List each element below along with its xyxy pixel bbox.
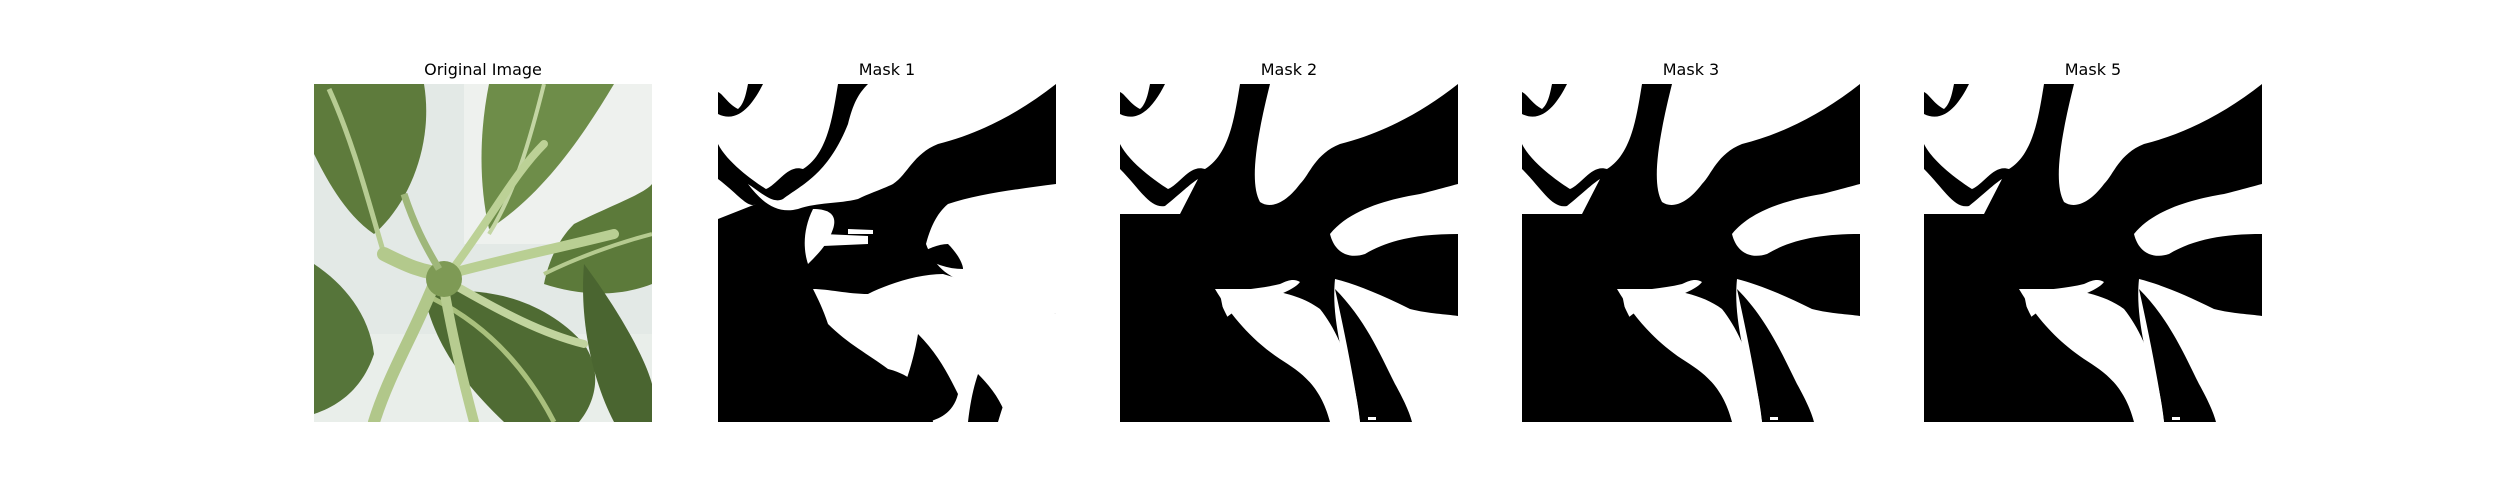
original-image xyxy=(314,84,652,422)
plant-photo xyxy=(314,84,652,422)
mask-image xyxy=(718,84,1056,422)
panel-title: Mask 5 xyxy=(2064,60,2122,79)
panel-title: Mask 3 xyxy=(1662,60,1720,79)
panel-title: Mask 2 xyxy=(1260,60,1318,79)
panel-mask-5: Mask 5 xyxy=(1924,0,2262,500)
panel-title: Mask 1 xyxy=(858,60,916,79)
mask-image xyxy=(1120,84,1458,422)
segmentation-mask xyxy=(1120,84,1458,422)
panel-title: Original Image xyxy=(424,60,542,79)
mask-image xyxy=(1924,84,2262,422)
segmentation-mask xyxy=(1924,84,2262,422)
panel-mask-3: Mask 3 xyxy=(1522,0,1860,500)
segmentation-mask xyxy=(1522,84,1860,422)
panel-mask-1: Mask 1 xyxy=(718,0,1056,500)
mask-image xyxy=(1522,84,1860,422)
panel-original-image: Original Image xyxy=(314,0,652,500)
segmentation-mask xyxy=(718,84,1056,422)
panel-mask-2: Mask 2 xyxy=(1120,0,1458,500)
